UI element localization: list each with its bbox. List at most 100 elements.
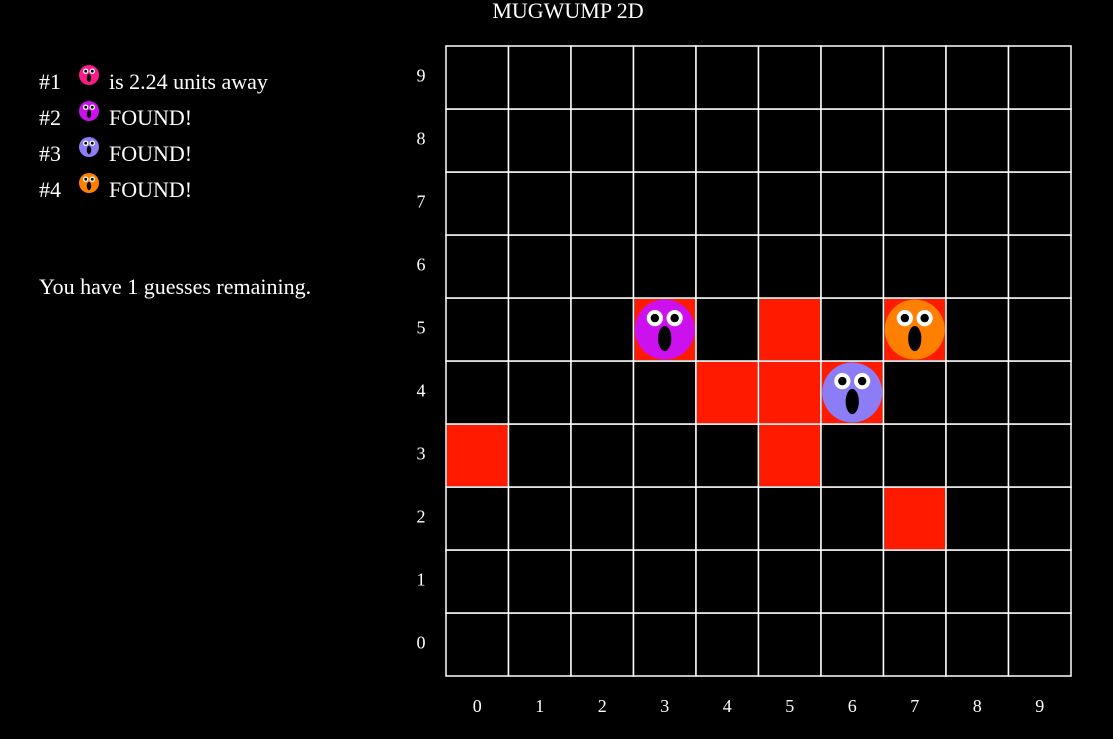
grid-cell[interactable] xyxy=(632,45,697,110)
grid-cell[interactable] xyxy=(820,549,885,614)
grid-cell[interactable] xyxy=(945,360,1010,425)
grid-cell[interactable] xyxy=(1007,234,1072,299)
grid-cell[interactable] xyxy=(757,549,822,614)
grid-cell[interactable] xyxy=(882,234,947,299)
grid-cell[interactable] xyxy=(695,45,760,110)
grid-cell[interactable] xyxy=(1007,360,1072,425)
grid-cell[interactable] xyxy=(882,612,947,677)
grid-cell[interactable] xyxy=(945,549,1010,614)
grid-cell[interactable] xyxy=(1007,45,1072,110)
grid-cell[interactable] xyxy=(757,486,822,551)
mugwump-label: #4 xyxy=(39,177,61,202)
grid-cell[interactable] xyxy=(507,423,572,488)
grid-cell[interactable] xyxy=(820,108,885,173)
mouth xyxy=(86,73,92,83)
grid-cell[interactable] xyxy=(570,45,635,110)
x-label: 3 xyxy=(660,696,669,716)
grid-cell[interactable] xyxy=(882,171,947,236)
grid-cell[interactable] xyxy=(882,45,947,110)
grid-cell[interactable] xyxy=(820,297,885,362)
grid-cell[interactable] xyxy=(632,171,697,236)
grid-cell[interactable] xyxy=(507,45,572,110)
grid-cell[interactable] xyxy=(695,297,760,362)
grid-cell[interactable] xyxy=(695,234,760,299)
grid-cell[interactable] xyxy=(570,171,635,236)
grid-cell[interactable] xyxy=(882,423,947,488)
grid-cell[interactable] xyxy=(820,486,885,551)
grid-cell[interactable] xyxy=(1007,549,1072,614)
grid-cell[interactable] xyxy=(445,171,510,236)
grid-cell[interactable] xyxy=(507,108,572,173)
grid-cell[interactable] xyxy=(507,486,572,551)
grid-cell[interactable] xyxy=(570,297,635,362)
grid-cell[interactable] xyxy=(507,612,572,677)
grid-cell[interactable] xyxy=(695,171,760,236)
grid-cell[interactable] xyxy=(445,297,510,362)
grid-cell[interactable] xyxy=(445,108,510,173)
grid-cell[interactable] xyxy=(945,297,1010,362)
grid-cell[interactable] xyxy=(632,108,697,173)
guess-cell xyxy=(759,425,820,486)
grid-cell[interactable] xyxy=(570,108,635,173)
grid-cell[interactable] xyxy=(1007,423,1072,488)
grid-cell[interactable] xyxy=(945,486,1010,551)
grid-cell[interactable] xyxy=(1007,486,1072,551)
grid-cell[interactable] xyxy=(695,612,760,677)
grid-cell[interactable] xyxy=(570,486,635,551)
grid-cell[interactable] xyxy=(570,234,635,299)
grid-cell[interactable] xyxy=(507,360,572,425)
mugwump-status: is 2.24 units away xyxy=(109,69,268,94)
grid-cell[interactable] xyxy=(945,45,1010,110)
grid-cell[interactable] xyxy=(945,171,1010,236)
grid-cell[interactable] xyxy=(632,423,697,488)
grid-cell[interactable] xyxy=(1007,297,1072,362)
grid-cell[interactable] xyxy=(1007,108,1072,173)
grid-cell[interactable] xyxy=(820,171,885,236)
grid-cell[interactable] xyxy=(757,612,822,677)
y-label: 8 xyxy=(417,129,426,149)
grid-cell[interactable] xyxy=(570,360,635,425)
grid-cell[interactable] xyxy=(945,612,1010,677)
grid-cell[interactable] xyxy=(1007,612,1072,677)
grid-cell[interactable] xyxy=(507,297,572,362)
grid-cell[interactable] xyxy=(820,423,885,488)
grid-cell[interactable] xyxy=(507,234,572,299)
grid-cell[interactable] xyxy=(757,234,822,299)
grid-cell[interactable] xyxy=(507,549,572,614)
grid-cell[interactable] xyxy=(570,549,635,614)
grid-cell[interactable] xyxy=(632,234,697,299)
grid-cell[interactable] xyxy=(445,486,510,551)
grid-cell[interactable] xyxy=(945,108,1010,173)
x-label: 4 xyxy=(723,696,732,716)
grid-cell[interactable] xyxy=(632,612,697,677)
grid-cell[interactable] xyxy=(757,171,822,236)
grid-cell[interactable] xyxy=(882,108,947,173)
grid-cell[interactable] xyxy=(695,423,760,488)
mugwump-label: #2 xyxy=(39,105,61,130)
grid-cell[interactable] xyxy=(882,360,947,425)
grid-cell[interactable] xyxy=(945,423,1010,488)
grid-cell[interactable] xyxy=(757,108,822,173)
grid-cell[interactable] xyxy=(695,486,760,551)
grid-cell[interactable] xyxy=(570,612,635,677)
grid-cell[interactable] xyxy=(570,423,635,488)
grid-cell[interactable] xyxy=(882,549,947,614)
grid-cell[interactable] xyxy=(820,234,885,299)
grid-cell[interactable] xyxy=(445,549,510,614)
grid-cell[interactable] xyxy=(445,234,510,299)
grid-cell[interactable] xyxy=(1007,171,1072,236)
grid-cell[interactable] xyxy=(695,108,760,173)
grid-cell[interactable] xyxy=(632,549,697,614)
grid-cell[interactable] xyxy=(632,486,697,551)
grid-cell[interactable] xyxy=(820,612,885,677)
grid-cell[interactable] xyxy=(757,45,822,110)
grid-cell[interactable] xyxy=(445,45,510,110)
grid-cell[interactable] xyxy=(945,234,1010,299)
grid-cell[interactable] xyxy=(695,549,760,614)
grid-cell[interactable] xyxy=(445,612,510,677)
grid-cell[interactable] xyxy=(820,45,885,110)
grid-cell[interactable] xyxy=(632,360,697,425)
grid-cell[interactable] xyxy=(507,171,572,236)
game-title: MUGWUMP 2D xyxy=(492,0,643,23)
grid-cell[interactable] xyxy=(445,360,510,425)
